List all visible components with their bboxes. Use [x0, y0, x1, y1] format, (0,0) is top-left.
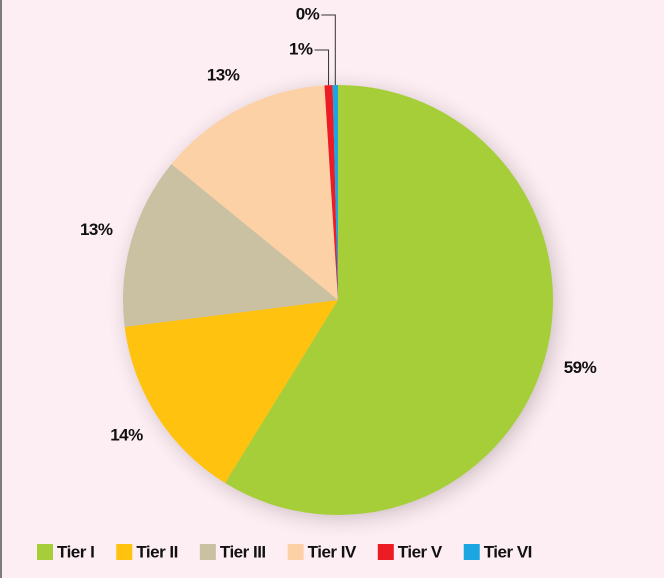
leader-line — [314, 49, 330, 86]
pie-slice — [171, 85, 338, 300]
data-label: 13% — [207, 66, 240, 85]
legend-swatch — [463, 544, 480, 560]
legend-label: Tier V — [398, 542, 443, 561]
legend-swatch — [287, 544, 304, 560]
legend-swatch — [377, 544, 394, 560]
data-label: 14% — [110, 426, 143, 445]
legend-swatch — [116, 544, 133, 560]
legend-label: Tier III — [220, 542, 266, 561]
pie-slice — [332, 85, 338, 300]
data-label: 1% — [289, 39, 313, 58]
data-label: 0% — [296, 4, 320, 23]
pie-slice — [124, 300, 338, 483]
pie-slice — [225, 85, 553, 515]
leader-line — [321, 14, 336, 86]
legend-label: Tier VI — [484, 542, 532, 561]
pie-slice — [123, 163, 338, 327]
legend-label: Tier IV — [308, 542, 357, 561]
legend-label: Tier II — [136, 542, 178, 561]
legend-swatch — [199, 544, 216, 560]
data-label: 59% — [564, 358, 597, 377]
legend-swatch — [37, 544, 53, 560]
pie-slice — [324, 85, 338, 300]
data-label: 13% — [80, 220, 113, 239]
legend-label: Tier I — [57, 542, 94, 561]
